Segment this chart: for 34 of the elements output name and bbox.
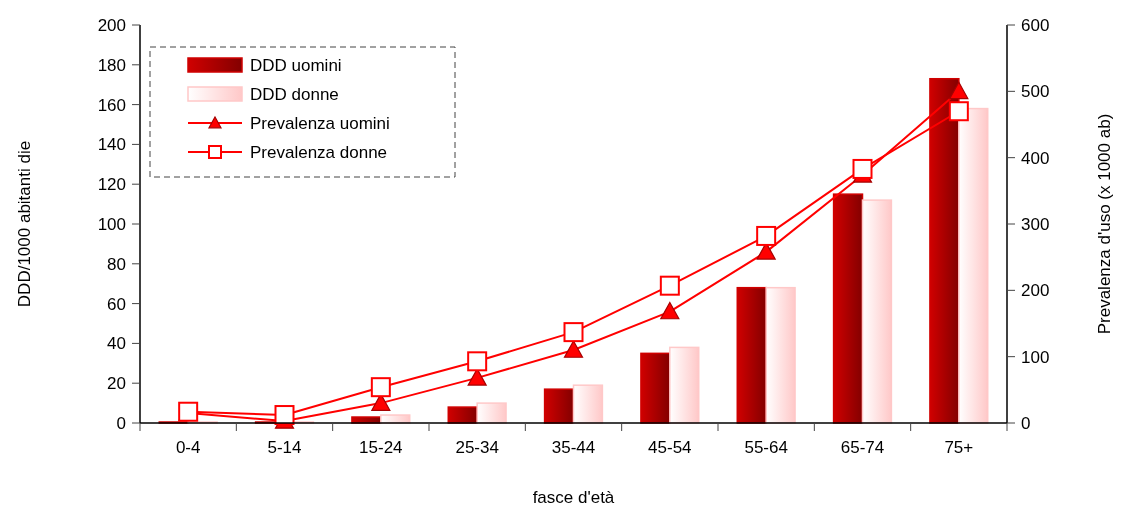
- y2-tick-label: 100: [1021, 347, 1050, 367]
- x-axis-title: fasce d'età: [532, 488, 615, 507]
- y-tick-label: 20: [107, 374, 126, 394]
- y-tick-label: 0: [116, 414, 126, 433]
- y-tick-label: 180: [97, 55, 126, 75]
- legend-label: Prevalenza uomini: [250, 114, 390, 133]
- y-tick-label: 80: [107, 254, 126, 274]
- y2-tick-label: 500: [1021, 82, 1050, 102]
- legend-label: DDD uomini: [250, 56, 342, 75]
- x-tick-label: 65-74: [840, 438, 885, 457]
- x-tick-label: 45-54: [648, 438, 692, 457]
- y2-tick-label: 400: [1021, 148, 1050, 168]
- y2-tick-label: 600: [1021, 16, 1050, 35]
- y2-tick-label: 0: [1021, 414, 1031, 433]
- y-axis-title: DDD/1000 abitanti die: [15, 140, 34, 308]
- x-tick-label: 25-34: [455, 438, 499, 457]
- y-tick-label: 60: [107, 294, 126, 314]
- x-tick-label: 35-44: [551, 438, 596, 457]
- y-tick-label: 160: [97, 95, 126, 115]
- x-tick-label: 75+: [944, 438, 974, 457]
- y-tick-label: 140: [97, 135, 126, 155]
- y2-tick-label: 200: [1021, 281, 1050, 301]
- legend-label: DDD donne: [250, 85, 339, 104]
- x-tick-label: 0-4: [175, 438, 201, 457]
- y2-tick-label: 300: [1021, 215, 1050, 234]
- x-tick-label: 55-64: [744, 438, 788, 457]
- x-tick-label: 15-24: [359, 438, 403, 457]
- y-tick-label: 40: [107, 334, 126, 354]
- y-tick-label: 200: [97, 16, 126, 35]
- x-tick-label: 5-14: [267, 438, 302, 457]
- y2-axis-title: Prevalenza d'uso (x 1000 ab): [1095, 113, 1114, 335]
- legend-label: Prevalenza donne: [250, 143, 388, 162]
- y-tick-label: 120: [97, 175, 126, 195]
- y-tick-label: 100: [97, 215, 126, 234]
